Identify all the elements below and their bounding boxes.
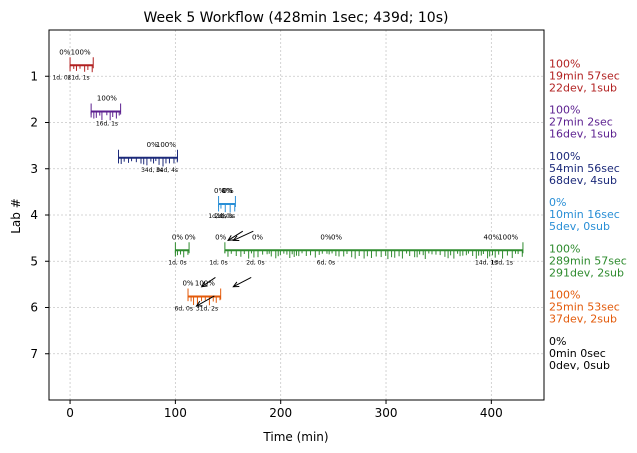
lab-5-percent-label: 100%: [498, 233, 518, 241]
lab-5-duration-label: 1d, 0s: [209, 259, 227, 266]
lab-6-summary-line: 25min 53sec: [549, 301, 620, 314]
y-tick-label: 1: [30, 69, 38, 83]
lab-5-duration-label: 2d, 0s: [246, 259, 264, 266]
lab-6-annotation-arrow: [196, 295, 215, 307]
lab-3-duration-label: 34d, 0s: [141, 167, 163, 174]
lab-4-arrow-head: [232, 235, 240, 242]
lab-7-summary-line: 0%: [549, 335, 566, 348]
lab-3-summary-line: 100%: [549, 150, 580, 163]
x-axis-label: Time (min): [262, 430, 328, 444]
lab-1-percent-label: 100%: [71, 48, 91, 56]
lab-6-duration-label: 31d, 2s: [196, 306, 218, 313]
y-tick-label: 3: [30, 162, 38, 176]
lab-5-duration-label: 1d, 0s: [168, 259, 186, 266]
lab-3-summary-line: 54min 56sec: [549, 162, 620, 175]
lab-4-annotation-arrow: [233, 230, 254, 241]
y-tick-label: 6: [30, 301, 38, 315]
lab-4-percent-label: 0%: [221, 187, 232, 195]
lab-1-duration-label: 21d, 1s: [67, 74, 89, 81]
lab-4-duration-label: 1d, 0s: [208, 213, 226, 220]
lab-5-annotation-arrow: [233, 276, 252, 288]
lab-5-percent-label: 0%: [215, 233, 226, 241]
lab-2-summary-line: 27min 2sec: [549, 116, 613, 129]
lab-6-summary-line: 37dev, 2sub: [549, 313, 617, 326]
lab-5-duration-label: 6d, 0s: [317, 259, 335, 266]
lab-1-summary-line: 100%: [549, 57, 580, 70]
x-tick-label: 400: [480, 406, 503, 420]
chart-title: Week 5 Workflow (428min 1sec; 439d; 10s): [144, 10, 449, 26]
y-tick-label: 5: [30, 254, 38, 268]
lab-6-series: 0% 100% 6d, 0s 31d, 2s: [175, 280, 222, 313]
grid-layer: [49, 30, 544, 400]
lab-3-summary-line: 68dev, 4sub: [549, 174, 617, 187]
y-tick-label: 2: [30, 116, 38, 130]
lab-4-duration-label: 1d, 0s: [217, 213, 235, 220]
lab-5-percent-label: 40%: [484, 233, 500, 241]
x-tick-label: 300: [375, 406, 398, 420]
lab-6-percent-label: 100%: [195, 280, 215, 288]
lab-2-duration-label: 16d, 1s: [96, 121, 118, 128]
lab-7-summary-line: 0min 0sec: [549, 347, 606, 360]
lab-5-summary-line: 289min 57sec: [549, 254, 627, 267]
lab-5-summary-line: 291dev, 2sub: [549, 266, 624, 279]
lab-1-summary-line: 19min 57sec: [549, 69, 620, 82]
lab-4-percent-label: 0%: [214, 187, 225, 195]
lab-2-series: 100% 16d, 1s: [90, 95, 122, 128]
lab-4-annotation-arrow: [227, 230, 244, 241]
y-axis-label: Lab #: [9, 198, 23, 234]
lab-5-annotation-arrow: [201, 277, 216, 288]
lab-2-summary-line: 16dev, 1sub: [549, 128, 617, 141]
lab-5-percent-label: 0%: [252, 233, 263, 241]
lab-2-summary-line: 100%: [549, 104, 580, 117]
lab-6-percent-label: 0%: [182, 280, 193, 288]
lab-4-summary-line: 5dev, 0sub: [549, 220, 610, 233]
lab-4-arrow-head: [227, 235, 235, 242]
lab-4-duration-label: 2d, 0s: [215, 213, 233, 220]
lab-1-percent-label: 0%: [59, 48, 70, 56]
lab-3-percent-label: 0%: [147, 141, 158, 149]
lab-4-summary-line: 10min 16sec: [549, 208, 620, 221]
lab-6-summary-line: 100%: [549, 289, 580, 302]
lab-1-duration-label: 1d, 0s: [52, 74, 70, 81]
lab-6-arrow-head: [195, 300, 203, 307]
lab-2-percent-label: 100%: [97, 95, 117, 103]
lab-5-duration-label: 13d, 1s: [491, 259, 513, 266]
x-tick-label: 0: [66, 406, 74, 420]
lab-5-percent-label: 0%: [185, 233, 196, 241]
lab-5-duration-label: 14d, 1s: [475, 259, 497, 266]
lab-7-summary-line: 0dev, 0sub: [549, 359, 610, 372]
lab-1-summary-line: 22dev, 1sub: [549, 81, 617, 94]
lab-5-percent-label: 0%: [320, 233, 331, 241]
y-tick-label: 4: [30, 208, 38, 222]
axes-layer: 0 100 200 300 400 1 2 3 4 5 6 7: [30, 29, 545, 420]
lab-5-summary-line: 100%: [549, 242, 580, 255]
lab-4-percent-label: 0%: [222, 187, 233, 195]
lab-6-duration-label: 6d, 0s: [175, 306, 193, 313]
lab-3-percent-label: 100%: [156, 141, 176, 149]
lab-5-arrow-head: [200, 281, 208, 288]
lab-3-duration-label: 34d, 4s: [156, 167, 178, 174]
x-tick-label: 200: [269, 406, 292, 420]
lab-4-summary-line: 0%: [549, 196, 566, 209]
lab-5-arrow-head: [232, 281, 240, 288]
lab-5-percent-label: 0%: [331, 233, 342, 241]
lab-5-percent-label: 0%: [172, 233, 183, 241]
y-tick-label: 7: [30, 347, 38, 361]
lab-5-series: 0% 0% 0% 0% 0% 0% 40% 100%1d, 0s 1d, 0s 2d, 0s 6d,…: [168, 233, 524, 288]
x-tick-label: 100: [164, 406, 187, 420]
